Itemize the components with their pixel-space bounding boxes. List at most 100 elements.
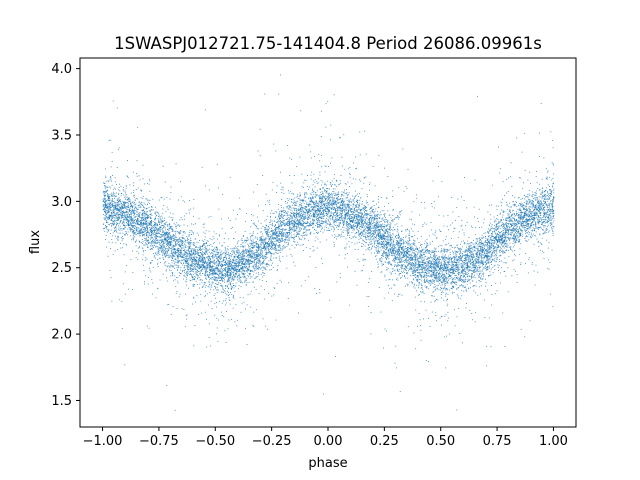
data-point [251,276,253,278]
data-point [120,209,122,211]
data-point [491,252,493,254]
data-point [263,240,265,241]
data-point [315,236,317,238]
data-point [284,242,286,244]
data-point [475,247,477,249]
data-point [471,252,473,254]
data-point [432,261,434,263]
data-point [545,232,547,233]
data-point [361,234,363,236]
data-point [308,186,310,188]
data-point [384,230,386,232]
data-point [251,255,252,257]
data-point [386,269,388,271]
data-point [532,227,534,229]
data-point [124,293,126,295]
data-point [463,240,465,242]
data-point [496,218,497,220]
data-point [278,247,280,248]
data-point [312,214,314,215]
data-point [480,277,482,279]
data-point [365,249,367,251]
data-point [516,223,517,225]
data-point [471,242,473,244]
data-point [380,234,382,235]
data-point [321,223,322,224]
data-point [303,218,305,220]
data-point [322,195,323,197]
data-point [251,255,253,257]
data-point [370,235,371,237]
data-point [218,260,219,262]
data-point [414,287,416,289]
data-point [238,240,240,242]
data-point [445,266,447,268]
data-point [491,264,492,265]
data-point [377,218,378,219]
data-point [338,222,340,224]
data-point [190,245,191,247]
data-point [246,268,248,270]
data-point [499,172,501,174]
data-point [275,228,277,230]
data-point [477,250,479,252]
data-point [176,262,178,264]
data-point [549,197,551,199]
data-point [380,238,382,240]
data-point [226,281,228,283]
data-point [456,260,458,262]
data-point [169,269,170,271]
data-point [151,240,153,242]
data-point [270,257,272,259]
data-point [259,251,261,253]
data-point [525,224,527,226]
data-point [509,238,511,240]
data-point [487,267,489,269]
data-point [463,290,465,292]
data-point [494,232,496,234]
data-point [280,226,282,227]
data-point [361,232,363,234]
data-point [474,277,476,279]
data-point [258,220,259,222]
data-point [487,260,489,262]
data-point [466,243,468,245]
data-point [445,367,447,369]
data-point [535,203,537,205]
data-point [365,227,367,229]
data-point [358,216,360,218]
data-point [269,251,271,253]
data-point [429,265,430,267]
data-point [152,233,154,235]
data-point [299,237,301,239]
data-point [532,233,534,235]
data-point [207,265,208,267]
data-point [434,257,436,259]
data-point [301,223,303,225]
data-point [364,176,366,178]
data-point [104,231,106,232]
data-point [317,224,319,225]
data-point [357,225,359,226]
data-point [356,199,358,201]
data-point [303,225,304,227]
data-point [448,274,450,276]
data-point [205,267,207,269]
data-point [207,274,209,276]
data-point [410,257,412,259]
data-point [297,195,299,197]
data-point [266,252,268,254]
data-point [174,255,176,257]
data-point [300,204,302,206]
data-point [138,232,140,234]
data-point [383,219,384,221]
data-point [451,293,453,295]
data-point [534,218,535,219]
data-point [465,251,467,253]
data-point [231,272,233,274]
data-point [317,220,319,222]
data-point [351,217,353,219]
data-point [177,282,179,284]
data-point [121,212,123,214]
data-point [407,277,409,279]
